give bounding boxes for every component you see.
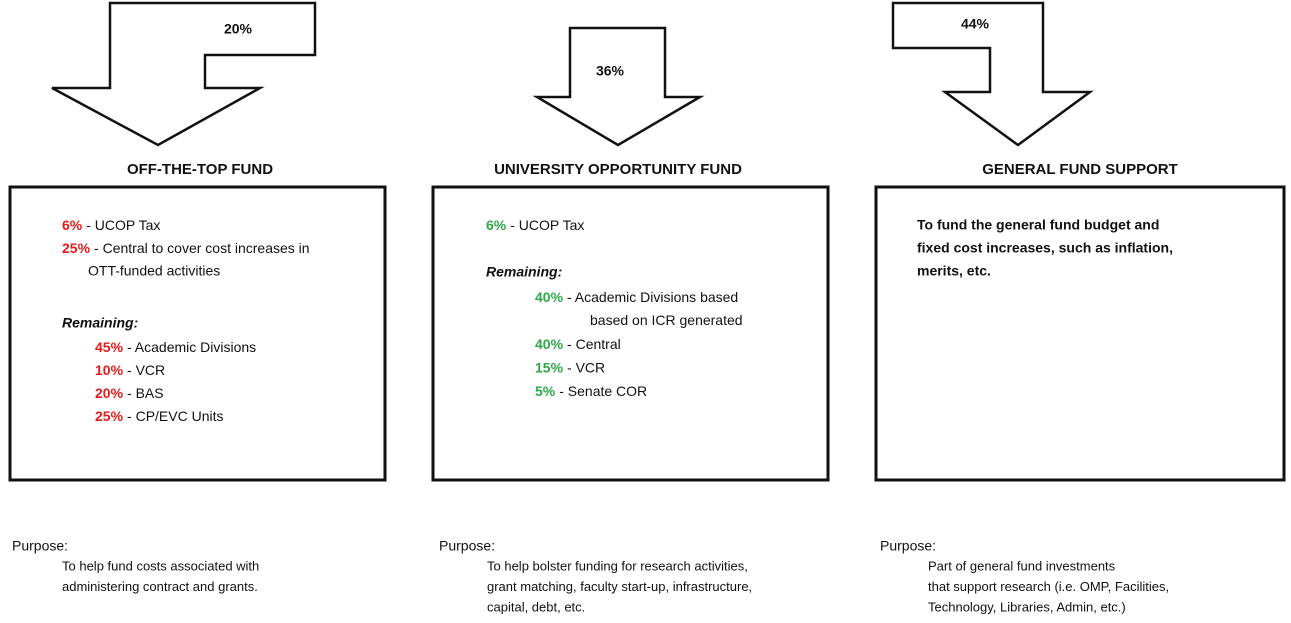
list-item: 10% - VCR: [95, 362, 165, 378]
percent: 6%: [62, 217, 83, 233]
item-text: - UCOP Tax: [510, 217, 584, 233]
percent: 5%: [535, 383, 556, 399]
item-text: - VCR: [127, 362, 165, 378]
purpose-text: To help bolster funding for research act…: [487, 558, 748, 573]
percent: 15%: [535, 359, 564, 375]
percent: 10%: [95, 362, 124, 378]
item-text: - Academic Divisions based: [567, 289, 738, 305]
fund-box: [8, 185, 387, 482]
list-item: 15% - VCR: [535, 359, 605, 375]
purpose-text: capital, debt, etc.: [487, 599, 585, 614]
arrow: [51, 1, 317, 147]
purpose-text: Part of general fund investments: [928, 558, 1116, 573]
percent: 25%: [62, 240, 91, 256]
arrow-label: 44%: [961, 16, 990, 32]
percent: 20%: [95, 385, 124, 401]
fund-box: [431, 185, 830, 482]
item-text: OTT-funded activities: [88, 263, 220, 279]
body-text: To fund the general fund budget and: [917, 217, 1159, 233]
purpose-text: To help fund costs associated with: [62, 558, 259, 573]
percent: 40%: [535, 289, 564, 305]
item-text: - UCOP Tax: [86, 217, 160, 233]
purpose-label: Purpose:: [439, 538, 495, 554]
list-item: 6% - UCOP Tax: [486, 217, 584, 233]
item-text: - Central: [567, 336, 621, 352]
percent: 25%: [95, 408, 124, 424]
list-item: 25% - Central to cover cost increases in: [62, 240, 310, 256]
purpose-label: Purpose:: [880, 538, 936, 554]
list-item: 40% - Academic Divisions based: [535, 289, 738, 305]
purpose-text: Technology, Libraries, Admin, etc.): [928, 599, 1126, 614]
list-item: 20% - BAS: [95, 385, 164, 401]
arrow: [891, 1, 1094, 147]
arrow-label: 20%: [224, 21, 253, 37]
fund-title: OFF-THE-TOP FUND: [127, 161, 273, 178]
remaining-label: Remaining:: [62, 315, 138, 331]
fund-box: [874, 185, 1286, 482]
purpose-text: grant matching, faculty start-up, infras…: [487, 579, 752, 594]
list-item: 45% - Academic Divisions: [95, 339, 256, 355]
item-text: - CP/EVC Units: [127, 408, 223, 424]
list-item: 5% - Senate COR: [535, 383, 647, 399]
body-text: fixed cost increases, such as inflation,: [917, 240, 1173, 256]
remaining-label: Remaining:: [486, 264, 562, 280]
arrow-label: 36%: [596, 63, 625, 79]
item-text: - Central to cover cost increases in: [94, 240, 310, 256]
body-text: merits, etc.: [917, 263, 991, 279]
item-text: - Academic Divisions: [127, 339, 256, 355]
arrow: [532, 26, 705, 147]
percent: 6%: [486, 217, 507, 233]
item-text: based on ICR generated: [590, 312, 743, 328]
item-text: - BAS: [127, 385, 164, 401]
percent: 40%: [535, 336, 564, 352]
percent: 45%: [95, 339, 124, 355]
purpose-text: administering contract and grants.: [62, 579, 258, 594]
purpose-label: Purpose:: [12, 538, 68, 554]
item-text: - VCR: [567, 359, 605, 375]
list-item: 6% - UCOP Tax: [62, 217, 160, 233]
item-text: - Senate COR: [559, 383, 647, 399]
list-item: 40% - Central: [535, 336, 621, 352]
purpose-text: that support research (i.e. OMP, Facilit…: [928, 579, 1169, 594]
fund-title: UNIVERSITY OPPORTUNITY FUND: [494, 161, 742, 178]
fund-title: GENERAL FUND SUPPORT: [982, 161, 1178, 178]
list-item: 25% - CP/EVC Units: [95, 408, 224, 424]
